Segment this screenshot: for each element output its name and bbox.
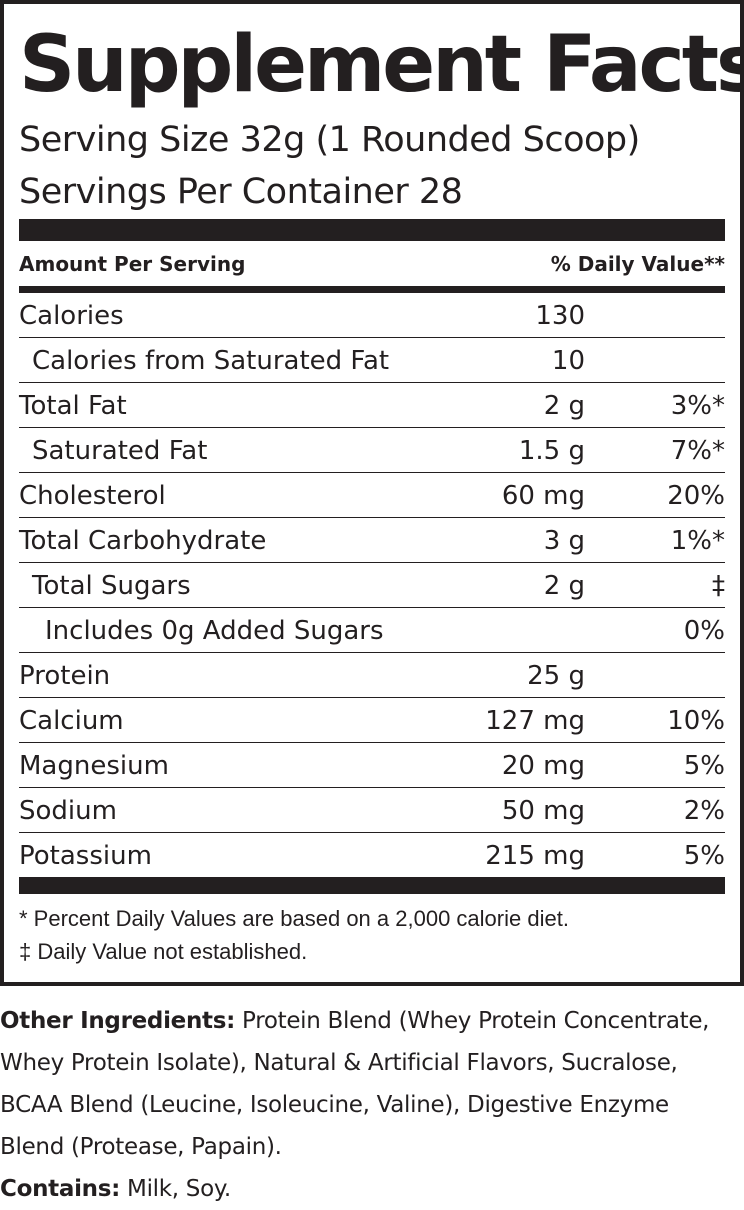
serving-size: Serving Size 32g (1 Rounded Scoop)	[19, 120, 640, 160]
nutrient-amount: 3 g	[543, 526, 585, 556]
other-ingredients-line-4: Blend (Protease, Papain).	[0, 1134, 282, 1160]
other-ingredients-line-3: BCAA Blend (Leucine, Isoleucine, Valine)…	[0, 1092, 669, 1118]
column-header: Amount Per Serving % Daily Value**	[19, 247, 725, 281]
footnote-not-established: ‡ Daily Value not established.	[19, 939, 308, 964]
nutrient-daily-value: 5%	[683, 751, 725, 781]
nutrient-name: Total Fat	[19, 391, 127, 421]
nutrient-amount: 215 mg	[485, 841, 585, 871]
nutrient-daily-value: 2%	[683, 796, 725, 826]
nutrient-daily-value: 7%*	[670, 436, 725, 466]
contains-line: Contains: Milk, Soy.	[0, 1168, 744, 1210]
nutrient-name: Protein	[19, 661, 111, 691]
nutrient-row-magnesium: Magnesium 20 mg 5%	[19, 743, 725, 788]
nutrient-daily-value: 0%	[683, 616, 725, 646]
footnotes: * Percent Daily Values are based on a 2,…	[19, 902, 569, 968]
nutrient-amount: 25 g	[527, 661, 585, 691]
supplement-facts-panel: Supplement Facts Serving Size 32g (1 Rou…	[0, 0, 744, 986]
nutrient-row-calcium: Calcium 127 mg 10%	[19, 698, 725, 743]
other-ingredients-text: Protein Blend (Whey Protein Concentrate,	[235, 1008, 710, 1034]
contains-label: Contains:	[0, 1176, 121, 1202]
thick-divider-bottom	[19, 877, 725, 894]
nutrient-row-potassium: Potassium 215 mg 5%	[19, 833, 725, 877]
medium-divider	[19, 286, 725, 293]
nutrient-row-calories-sat-fat: Calories from Saturated Fat 10	[19, 338, 725, 383]
nutrient-amount: 127 mg	[485, 706, 585, 736]
nutrient-daily-value: 5%	[683, 841, 725, 871]
other-ingredients-section: Other Ingredients: Protein Blend (Whey P…	[0, 1000, 744, 1210]
other-ingredients-label: Other Ingredients:	[0, 1008, 236, 1034]
other-ingredients-line-1: Other Ingredients: Protein Blend (Whey P…	[0, 1000, 744, 1042]
nutrient-name: Total Sugars	[32, 571, 191, 601]
nutrient-amount: 10	[551, 346, 585, 376]
nutrient-amount: 2 g	[543, 571, 585, 601]
nutrient-name: Calories	[19, 301, 124, 331]
nutrient-row-protein: Protein 25 g	[19, 653, 725, 698]
nutrient-name: Cholesterol	[19, 481, 166, 511]
footnote-daily-values: * Percent Daily Values are based on a 2,…	[19, 906, 569, 931]
daily-value-label: % Daily Value**	[550, 252, 725, 276]
nutrient-row-total-sugars: Total Sugars 2 g ‡	[19, 563, 725, 608]
nutrient-amount: 60 mg	[501, 481, 585, 511]
nutrient-amount: 2 g	[543, 391, 585, 421]
other-ingredients-line-2: Whey Protein Isolate), Natural & Artific…	[0, 1050, 678, 1076]
nutrient-table: Calories 130 Calories from Saturated Fat…	[19, 293, 725, 877]
nutrient-name: Total Carbohydrate	[19, 526, 267, 556]
nutrient-name: Magnesium	[19, 751, 169, 781]
nutrient-name: Saturated Fat	[32, 436, 208, 466]
nutrient-amount: 50 mg	[501, 796, 585, 826]
nutrient-daily-value: 20%	[667, 481, 725, 511]
nutrient-row-added-sugars: Includes 0g Added Sugars 0%	[19, 608, 725, 653]
nutrient-row-cholesterol: Cholesterol 60 mg 20%	[19, 473, 725, 518]
thick-divider-top	[19, 219, 725, 241]
servings-per-container: Servings Per Container 28	[19, 172, 463, 212]
nutrient-amount: 20 mg	[501, 751, 585, 781]
nutrient-daily-value: 3%*	[670, 391, 725, 421]
nutrient-row-total-carbohydrate: Total Carbohydrate 3 g 1%*	[19, 518, 725, 563]
panel-title: Supplement Facts	[19, 20, 744, 110]
nutrient-name: Potassium	[19, 841, 152, 871]
nutrient-row-calories: Calories 130	[19, 293, 725, 338]
nutrient-row-saturated-fat: Saturated Fat 1.5 g 7%*	[19, 428, 725, 473]
nutrient-row-sodium: Sodium 50 mg 2%	[19, 788, 725, 833]
contains-text: Milk, Soy.	[120, 1176, 231, 1202]
nutrient-name: Includes 0g Added Sugars	[45, 616, 384, 646]
nutrient-daily-value: 10%	[667, 706, 725, 736]
nutrient-amount: 1.5 g	[518, 436, 585, 466]
nutrient-daily-value: 1%*	[670, 526, 725, 556]
amount-per-serving-label: Amount Per Serving	[19, 252, 246, 276]
nutrient-amount: 130	[535, 301, 585, 331]
nutrient-name: Calcium	[19, 706, 124, 736]
nutrient-name: Calories from Saturated Fat	[32, 346, 390, 376]
nutrient-name: Sodium	[19, 796, 117, 826]
nutrient-row-total-fat: Total Fat 2 g 3%*	[19, 383, 725, 428]
nutrient-daily-value: ‡	[712, 571, 725, 601]
